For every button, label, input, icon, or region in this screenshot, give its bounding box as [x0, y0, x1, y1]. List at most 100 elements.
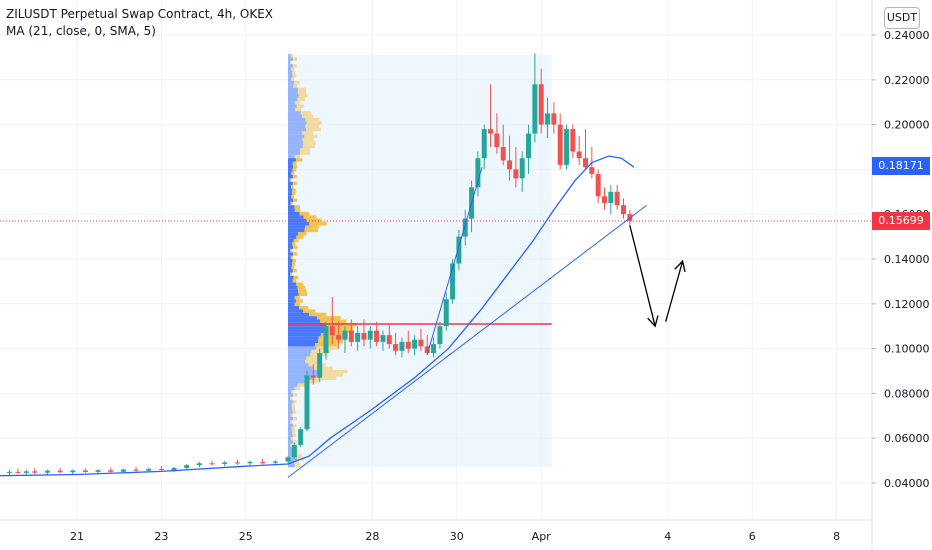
volume-profile-bar-sell [292, 191, 296, 196]
volume-profile-bar-buy [288, 111, 301, 115]
price-axis[interactable]: 0.240000.220000.200000.180000.160000.140… [872, 29, 930, 490]
volume-profile-bar-sell [293, 238, 299, 243]
candle-body [196, 463, 202, 466]
volume-profile-bar-sell [292, 70, 296, 75]
volume-profile-bar-buy [288, 433, 293, 438]
volume-profile-bar-sell [293, 198, 298, 202]
volume-profile-bar-buy [288, 91, 298, 95]
volume-profile-bar-buy [288, 430, 292, 434]
candle-body [184, 465, 190, 468]
volume-profile-bar-sell [292, 168, 297, 172]
volume-profile-bar-sell [292, 279, 297, 283]
volume-profile-bar-buy [288, 144, 303, 149]
candle-body [304, 375, 310, 430]
time-axis[interactable]: 21 23 25 28 30 Apr 4 6 8 [70, 530, 840, 543]
volume-profile-bars [288, 54, 358, 468]
candle-body [399, 341, 405, 351]
candle-body [595, 173, 601, 197]
volume-profile-bar-sell [292, 175, 297, 179]
volume-profile-bar-buy [288, 141, 304, 145]
volume-profile-bar-sell [294, 386, 300, 391]
candle-body [44, 470, 50, 473]
volume-profile-bar-sell [302, 114, 314, 118]
volume-profile-bar-buy [288, 447, 294, 451]
trendline [287, 204, 648, 478]
volume-profile-bar-buy [288, 282, 297, 286]
volume-profile-bar-buy [288, 225, 305, 229]
volume-profile-bar-sell [291, 195, 294, 199]
volume-profile-bar-sell [289, 60, 292, 65]
volume-profile-bar-buy [288, 292, 299, 296]
volume-profile-bar-buy [288, 420, 291, 424]
moving-average-line [0, 155, 635, 477]
candle-body [285, 457, 291, 462]
volume-profile-bar-sell [305, 124, 320, 128]
volume-profile-bar-sell [294, 101, 301, 105]
volume-profile-bar-sell [292, 440, 297, 444]
volume-profile-bar-buy [288, 101, 295, 105]
candle-body [526, 133, 532, 159]
volume-profile-bar-sell [299, 306, 309, 310]
candle-body [437, 326, 443, 345]
indicator-label[interactable]: MA (21, close, 0, SMA, 5) [6, 24, 156, 38]
volume-profile-bar-sell [304, 225, 319, 229]
volume-profile-bar-sell [292, 188, 296, 192]
candle-body [336, 335, 342, 340]
volume-profile-bar-sell [304, 228, 318, 233]
volume-profile-bar-sell [292, 74, 297, 78]
candle-body [532, 84, 538, 134]
candle-body [576, 151, 582, 159]
volume-profile-bar-sell [292, 423, 297, 427]
volume-profile-bar-buy [288, 383, 298, 387]
candle-body [551, 113, 557, 125]
volume-profile-bar-sell [316, 316, 341, 320]
volume-profile-bar-buy [288, 60, 290, 65]
volume-profile-bar-sell [301, 131, 314, 135]
volume-profile-bar-buy [288, 208, 295, 212]
candle-body [538, 84, 544, 125]
volume-profile-bar-sell [302, 138, 315, 142]
chart-title[interactable]: ZILUSDT Perpetual Swap Contract, 4h, OKE… [6, 7, 274, 21]
volume-profile-bar-buy [288, 238, 294, 243]
volume-profile-bar-buy [288, 269, 293, 273]
candle-body [519, 158, 525, 179]
candle-body [481, 129, 487, 159]
volume-profile-bar-buy [288, 413, 291, 417]
volume-profile-bar-sell [290, 396, 293, 401]
volume-profile-bar-sell [294, 295, 300, 300]
time-tick-label: 25 [239, 530, 253, 543]
volume-profile-bar-buy [288, 373, 319, 377]
volume-profile-bar-sell [292, 161, 297, 165]
candle-body [120, 469, 126, 472]
volume-profile-bar-sell [312, 366, 333, 370]
volume-profile-bar-buy [288, 57, 293, 61]
volume-profile-bar-sell [294, 208, 301, 212]
candle-body [329, 326, 335, 336]
candle-body [108, 470, 114, 472]
candle-body [260, 461, 266, 463]
volume-profile-bar-buy [288, 107, 296, 112]
candle-body [310, 375, 316, 378]
volume-profile-bar-buy [288, 84, 293, 88]
volume-profile-bar-sell [290, 201, 293, 206]
volume-profile-bar-sell [294, 302, 300, 307]
candle-body [462, 218, 468, 237]
volume-profile-bar-buy [288, 87, 298, 91]
volume-profile-range [288, 55, 552, 468]
candle-body [317, 353, 323, 378]
volume-profile-bar-sell [314, 376, 337, 380]
volume-profile-bar-buy [288, 262, 292, 266]
volume-profile-bar-buy [288, 74, 293, 78]
volume-profile-bar-buy [288, 279, 293, 283]
ma-price-tag: 0.18171 [872, 156, 930, 175]
currency-button[interactable]: USDT [884, 7, 920, 29]
volume-profile-bar-buy [288, 188, 293, 192]
candle-body [6, 471, 12, 473]
volume-profile-bar-sell [300, 111, 312, 115]
volume-profile-bar-buy [288, 185, 291, 189]
volume-profile-bar-sell [306, 127, 321, 132]
volume-profile-bar-sell [291, 427, 295, 431]
volume-profile-bar-buy [288, 77, 292, 81]
volume-profile-bar-sell [306, 356, 322, 360]
